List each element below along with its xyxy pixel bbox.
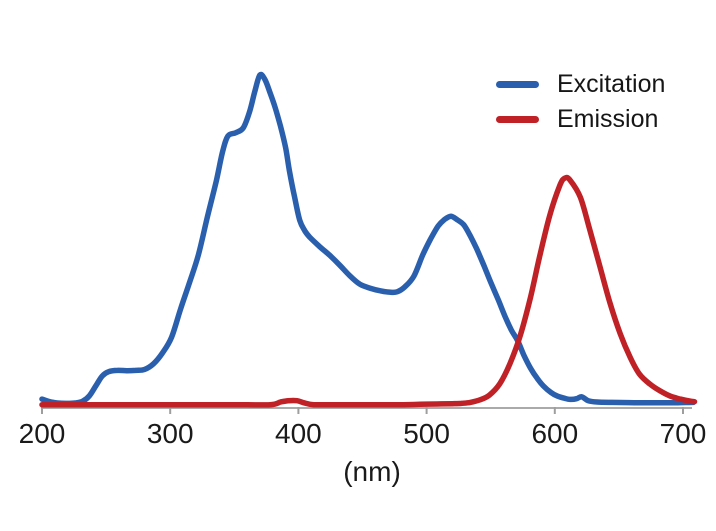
legend-item-emission: Emission: [496, 104, 665, 134]
legend-item-excitation: Excitation: [496, 69, 665, 99]
x-tick-label-300: 300: [146, 418, 194, 449]
x-tick-label-500: 500: [403, 418, 450, 449]
x-tick-label-400: 400: [275, 418, 322, 449]
legend-label-excitation: Excitation: [557, 69, 666, 98]
x-tick-label-600: 600: [531, 418, 579, 449]
excitation-line-swatch: [496, 80, 539, 88]
x-tick-label-200: 200: [18, 418, 66, 449]
x-axis-label: (nm): [343, 456, 401, 487]
legend-label-emission: Emission: [557, 104, 659, 133]
x-tick-label-700: 700: [659, 418, 707, 449]
legend: Excitation Emission: [496, 69, 665, 139]
emission-line-swatch: [496, 115, 539, 123]
